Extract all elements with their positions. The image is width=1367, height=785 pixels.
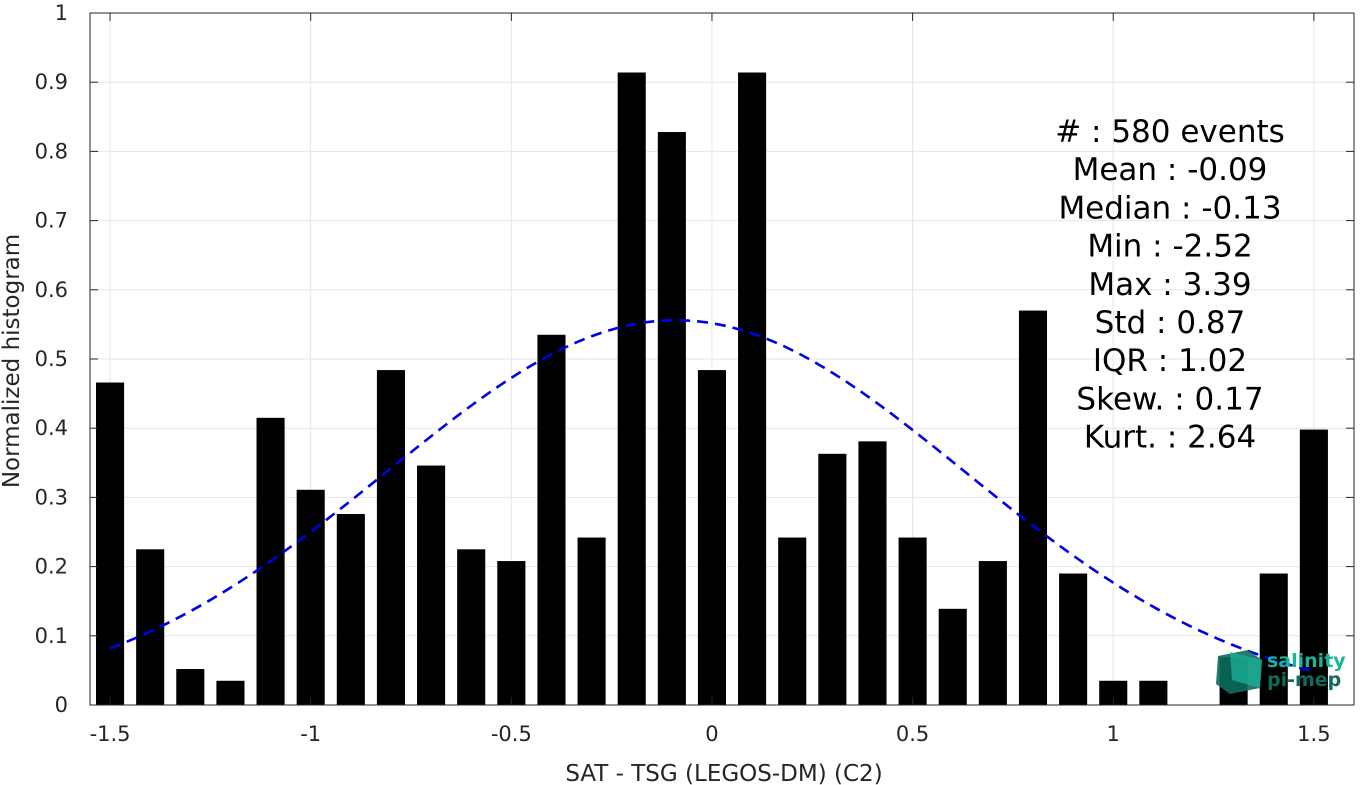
y-axis-ticks: 0 0.1 0.2 0.3 0.4 0.5 0.6 0.7 0.8 0.9 1 bbox=[35, 1, 1354, 717]
y-axis-label: Normalized histogram bbox=[0, 234, 25, 488]
bar-9 bbox=[457, 549, 486, 705]
x-tick-label-6: 1.5 bbox=[1297, 722, 1330, 746]
bar-30 bbox=[1299, 429, 1328, 705]
bars-group bbox=[96, 72, 1328, 706]
stat-line-5: Std : 0.87 bbox=[1095, 305, 1246, 341]
bar-20 bbox=[898, 537, 927, 705]
stat-line-7: Skew. : 0.17 bbox=[1076, 381, 1263, 417]
bar-23 bbox=[1018, 310, 1048, 705]
stat-line-0: # : 580 events bbox=[1055, 114, 1285, 150]
bar-16 bbox=[738, 72, 767, 705]
x-tick-label-0: -1.5 bbox=[90, 722, 131, 746]
x-tick-label-2: -0.5 bbox=[491, 722, 532, 746]
bar-18 bbox=[818, 453, 847, 705]
bar-22 bbox=[978, 561, 1007, 705]
bar-14 bbox=[657, 132, 686, 706]
y-tick-label-4: 0.4 bbox=[35, 416, 68, 440]
bar-11 bbox=[537, 334, 566, 705]
logo-cube-face-icon bbox=[1230, 652, 1262, 688]
stat-line-1: Mean : -0.09 bbox=[1073, 152, 1268, 188]
bar-2 bbox=[176, 669, 205, 705]
y-tick-label-6: 0.6 bbox=[35, 278, 68, 302]
bar-26 bbox=[1139, 680, 1168, 705]
y-tick-label-2: 0.2 bbox=[35, 555, 68, 579]
salinity-pimep-logo: salinity pi-mep bbox=[1216, 650, 1346, 694]
y-tick-label-5: 0.5 bbox=[35, 347, 68, 371]
y-tick-label-0: 0 bbox=[55, 693, 68, 717]
bar-29 bbox=[1259, 573, 1288, 705]
stat-line-3: Min : -2.52 bbox=[1087, 229, 1252, 265]
bar-24 bbox=[1059, 573, 1088, 705]
bar-10 bbox=[497, 561, 526, 705]
bar-1 bbox=[136, 549, 165, 705]
bar-7 bbox=[376, 370, 405, 705]
x-tick-label-5: 1 bbox=[1107, 722, 1120, 746]
bar-21 bbox=[938, 608, 967, 705]
y-tick-label-8: 0.8 bbox=[35, 139, 68, 163]
x-tick-label-1: -1 bbox=[300, 722, 321, 746]
stat-line-6: IQR : 1.02 bbox=[1093, 343, 1247, 379]
y-tick-label-9: 0.9 bbox=[35, 70, 68, 94]
stat-line-8: Kurt. : 2.64 bbox=[1084, 420, 1256, 456]
bar-0 bbox=[96, 382, 125, 705]
x-tick-label-4: 0.5 bbox=[896, 722, 929, 746]
bar-3 bbox=[216, 680, 245, 705]
x-tick-label-3: 0 bbox=[705, 722, 718, 746]
stat-line-2: Median : -0.13 bbox=[1058, 190, 1281, 226]
bar-13 bbox=[617, 72, 646, 705]
y-tick-label-7: 0.7 bbox=[35, 209, 68, 233]
x-axis-ticks: -1.5 -1 -0.5 0 0.5 1 1.5 bbox=[90, 13, 1331, 746]
logo-line2: pi-mep bbox=[1267, 669, 1341, 691]
x-axis-label: SAT - TSG (LEGOS-DM) (C2) bbox=[565, 761, 882, 785]
bar-12 bbox=[577, 537, 606, 705]
bar-15 bbox=[697, 370, 727, 705]
bar-6 bbox=[336, 514, 365, 705]
y-tick-label-10: 1 bbox=[55, 1, 68, 25]
bar-19 bbox=[858, 441, 887, 705]
stat-line-4: Max : 3.39 bbox=[1088, 267, 1251, 303]
y-tick-label-3: 0.3 bbox=[35, 485, 68, 509]
logo-line1: salinity bbox=[1267, 650, 1346, 672]
bar-5 bbox=[296, 489, 325, 705]
bar-8 bbox=[417, 465, 446, 705]
bar-17 bbox=[778, 537, 807, 705]
gaussian-fit-curve bbox=[109, 318, 1315, 673]
y-tick-label-1: 0.1 bbox=[35, 624, 68, 648]
